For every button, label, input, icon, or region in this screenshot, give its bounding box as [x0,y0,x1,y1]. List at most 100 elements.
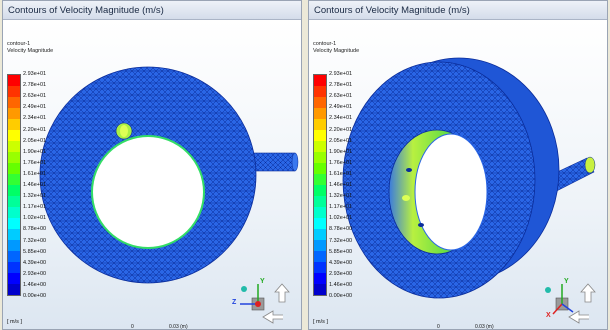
legend-swatch [8,174,20,185]
legend-tick-label: 1.46e+00 [329,281,353,288]
legend-tick-label: 8.78e+00 [329,226,353,233]
right-colorbar [313,74,327,296]
legend-swatch [314,86,326,97]
legend-swatch [314,185,326,196]
legend-tick-label: 0.00e+00 [329,293,353,299]
legend-swatch [8,218,20,229]
legend-tick-label: 2.93e+00 [329,270,353,277]
legend-tick-label: 2.63e+01 [329,93,353,100]
legend-swatch [8,86,20,97]
right-graphics-canvas[interactable]: contour-1 Velocity Magnitude 2.93e+01 2.7… [309,20,607,330]
left-color-legend: 2.93e+01 2.78e+01 2.63e+01 2.49e+01 2.34e+01… [5,71,65,325]
right-viewport[interactable]: Contours of Velocity Magnitude (m/s) [308,0,608,330]
legend-swatch [314,75,326,86]
legend-tick-label: 1.02e+01 [329,215,353,222]
legend-swatch [8,141,20,152]
legend-tick-label: 2.05e+01 [329,137,353,144]
legend-swatch [8,130,20,141]
left-colorbar [7,74,21,296]
legend-tick-label: 0.00e+00 [23,293,47,299]
legend-tick-label: 5.85e+00 [329,248,353,255]
legend-tick-label: 1.02e+01 [23,215,47,222]
legend-swatch [8,152,20,163]
legend-tick-label: 1.76e+01 [23,159,47,166]
legend-tick-label: 2.93e+01 [23,71,47,77]
right-triad-x-label: X [546,312,551,319]
legend-swatch [314,251,326,262]
legend-tick-label: 5.85e+00 [23,248,47,255]
legend-swatch [314,273,326,284]
legend-swatch [8,185,20,196]
left-triad-y-label: Y [260,278,265,285]
right-mesh-geometry [342,57,596,299]
legend-swatch [8,163,20,174]
legend-swatch [8,240,20,251]
legend-swatch [8,196,20,207]
legend-swatch [8,273,20,284]
legend-tick-label: 4.39e+00 [23,259,47,266]
legend-swatch [8,75,20,86]
legend-swatch [314,119,326,130]
left-viewport[interactable]: Contours of Velocity Magnitude (m/s) [2,0,302,330]
legend-tick-label: 2.34e+01 [329,115,353,122]
legend-swatch [314,141,326,152]
legend-swatch [8,207,20,218]
left-pan-arrow-icon[interactable] [261,308,283,330]
right-viewport-title: Contours of Velocity Magnitude (m/s) [309,1,607,20]
left-viewport-title: Contours of Velocity Magnitude (m/s) [3,1,301,20]
right-pan-arrow-icon[interactable] [567,308,589,330]
legend-swatch [314,163,326,174]
legend-tick-label: 7.32e+00 [329,237,353,244]
legend-swatch [8,284,20,295]
legend-tick-label: 1.46e+01 [329,182,353,188]
legend-tick-label: 2.20e+01 [329,126,353,133]
left-axis-triad: Y Z [232,278,275,322]
legend-tick-label: 1.61e+01 [23,170,47,177]
legend-swatch [8,97,20,108]
left-graphics-canvas[interactable]: contour-1 Velocity Magnitude 2.93e+01 2.7… [3,20,301,330]
right-triad-y-label: Y [564,278,569,285]
legend-swatch [314,240,326,251]
viewport-divider[interactable] [302,0,308,330]
legend-tick-label: 1.76e+01 [329,159,353,166]
legend-swatch [8,251,20,262]
legend-tick-label: 4.39e+00 [329,259,353,266]
legend-tick-label: 8.78e+00 [23,226,47,233]
legend-swatch [8,229,20,240]
legend-swatch [314,152,326,163]
legend-tick-label: 2.93e+00 [23,270,47,277]
legend-swatch [314,108,326,119]
legend-tick-label: 2.49e+01 [23,104,47,111]
legend-swatch [314,262,326,273]
legend-swatch [314,284,326,295]
legend-tick-label: 1.17e+01 [23,204,47,211]
legend-tick-label: 2.49e+01 [329,104,353,111]
legend-swatch [8,108,20,119]
legend-swatch [8,119,20,130]
legend-swatch [314,229,326,240]
right-contour-label: contour-1 Velocity Magnitude [313,41,360,54]
right-rotate-arrow-icon[interactable] [577,282,599,304]
legend-tick-label: 2.34e+01 [23,115,47,122]
left-legend-units: [ m/s ] [7,319,22,325]
legend-tick-label: 2.93e+01 [329,71,353,77]
legend-swatch [314,196,326,207]
legend-tick-label: 1.32e+01 [23,193,47,200]
legend-tick-label: 1.90e+01 [329,148,353,155]
legend-tick-label: 1.46e+00 [23,281,47,288]
legend-tick-label: 7.32e+00 [23,237,47,244]
legend-tick-label: 2.05e+01 [23,137,47,144]
left-rotate-arrow-icon[interactable] [271,282,293,304]
legend-tick-label: 1.90e+01 [23,148,47,155]
right-scale-bar: 0 0.03 (m) [437,324,494,330]
legend-tick-label: 2.78e+01 [23,82,47,89]
legend-swatch [314,174,326,185]
left-contour-label: contour-1 Velocity Magnitude [7,41,54,54]
legend-tick-label: 1.61e+01 [329,170,353,177]
legend-swatch [314,207,326,218]
legend-swatch [8,262,20,273]
left-triad-z-label: Z [232,299,237,306]
legend-tick-label: 1.17e+01 [329,204,353,211]
left-scale-bar: 0 0.03 (m) [131,324,188,330]
legend-tick-label: 2.78e+01 [329,82,353,89]
